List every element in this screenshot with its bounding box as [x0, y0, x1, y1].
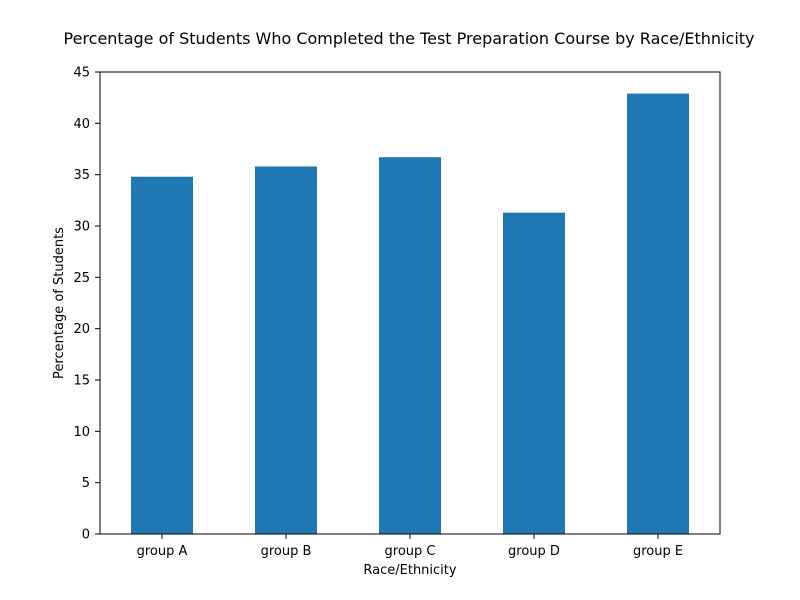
- bars-group: [131, 93, 689, 535]
- bar-group-b: [255, 166, 317, 534]
- y-tick-label: 10: [73, 425, 90, 440]
- y-tick-label: 35: [73, 168, 90, 183]
- x-tick-label: group B: [261, 544, 312, 559]
- bar-group-d: [503, 212, 565, 535]
- y-axis-ticks: 0 5 10 15 20 25 30 35 40 45: [73, 66, 100, 543]
- y-tick-label: 25: [73, 271, 90, 286]
- x-tick-label: group D: [508, 544, 560, 559]
- x-axis-label: Race/Ethnicity: [363, 563, 456, 578]
- bar-group-e: [627, 93, 689, 534]
- x-tick-label: group C: [385, 544, 436, 559]
- y-tick-label: 0: [82, 528, 90, 543]
- bar-group-c: [379, 157, 441, 535]
- x-axis-ticks: group A group B group C group D group E: [137, 534, 683, 559]
- y-tick-label: 5: [82, 476, 90, 491]
- plot-frame: [99, 71, 721, 535]
- y-axis-label: Percentage of Students: [52, 227, 67, 379]
- y-tick-label: 20: [73, 322, 90, 337]
- y-tick-label: 45: [73, 66, 90, 81]
- y-tick-label: 40: [73, 117, 90, 132]
- x-tick-label: group E: [633, 544, 683, 559]
- y-tick-label: 15: [73, 374, 90, 389]
- bar-group-a: [131, 176, 193, 534]
- x-tick-label: group A: [137, 544, 188, 559]
- chart-title: Percentage of Students Who Completed the…: [64, 29, 755, 48]
- y-tick-label: 30: [73, 220, 90, 235]
